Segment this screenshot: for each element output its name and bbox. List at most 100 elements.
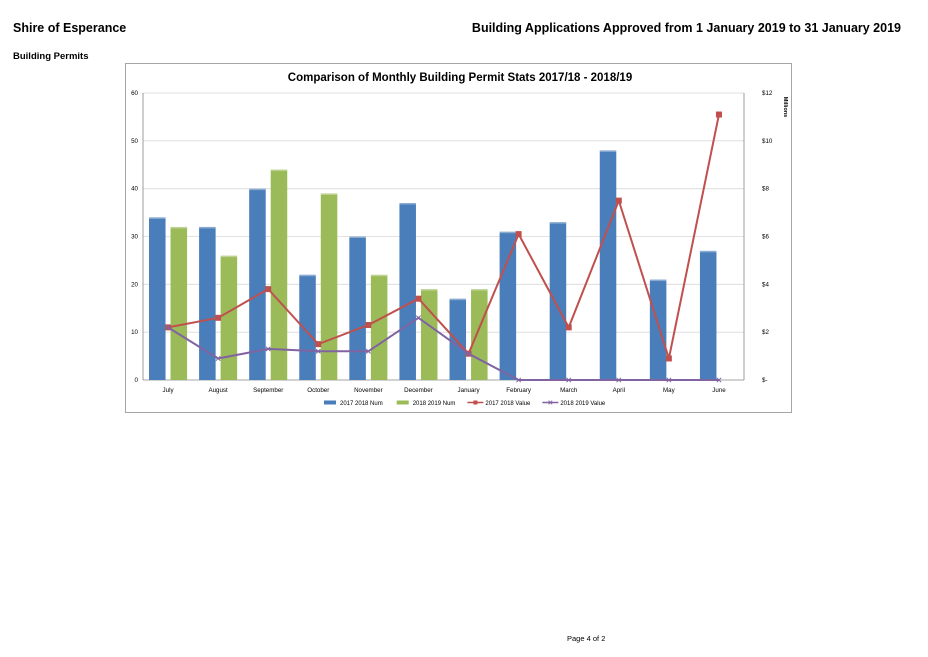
y-tick-label: 20 bbox=[131, 281, 138, 288]
building-permit-chart: Comparison of Monthly Building Permit St… bbox=[131, 72, 788, 407]
section-title: Building Permits bbox=[13, 51, 89, 62]
y-tick-label: 30 bbox=[131, 234, 138, 241]
bar bbox=[699, 250, 717, 380]
x-tick-label: October bbox=[307, 387, 329, 394]
bar bbox=[499, 231, 517, 380]
line-point bbox=[415, 315, 422, 321]
bar-highlight bbox=[699, 250, 717, 253]
legend-swatch bbox=[396, 400, 409, 405]
report-title: Building Applications Approved from 1 Ja… bbox=[471, 21, 901, 35]
bar-highlight bbox=[471, 289, 488, 291]
legend-label: 2018 2019 Num bbox=[413, 401, 456, 407]
line-point bbox=[666, 377, 672, 383]
bar-highlight bbox=[270, 169, 288, 172]
bar bbox=[649, 279, 667, 380]
bar-highlight bbox=[449, 298, 467, 301]
x-tick-label: March bbox=[560, 387, 578, 394]
line-point bbox=[265, 346, 271, 352]
y2-tick-label: $4 bbox=[762, 281, 769, 288]
bar-highlight bbox=[499, 231, 517, 234]
line-point bbox=[665, 355, 672, 362]
bar bbox=[549, 222, 567, 380]
line-point bbox=[715, 111, 722, 118]
chart-title: Comparison of Monthly Building Permit St… bbox=[288, 72, 632, 84]
organization-name: Shire of Esperance bbox=[13, 21, 127, 35]
x-tick-label: February bbox=[506, 387, 532, 394]
page-number: Page 4 of 2 bbox=[567, 634, 606, 643]
bar-highlight bbox=[199, 226, 216, 229]
bar bbox=[149, 217, 166, 380]
x-tick-label: April bbox=[613, 387, 625, 394]
line-point bbox=[265, 286, 272, 293]
y2-tick-label: $- bbox=[762, 377, 768, 384]
chart-container: Comparison of Monthly Building Permit St… bbox=[125, 63, 792, 413]
line-point bbox=[515, 231, 522, 238]
x-tick-label: January bbox=[458, 387, 481, 394]
line-point bbox=[165, 324, 171, 330]
x-tick-label: June bbox=[712, 387, 726, 394]
bar-highlight bbox=[220, 255, 238, 258]
legend-swatch bbox=[324, 400, 336, 405]
x-tick-label: November bbox=[354, 387, 383, 394]
y2-tick-label: $10 bbox=[762, 138, 773, 145]
line-point bbox=[215, 355, 221, 362]
x-tick-label: December bbox=[404, 387, 433, 394]
line-point bbox=[365, 348, 371, 354]
series-line bbox=[167, 316, 719, 381]
bar bbox=[420, 289, 438, 380]
x-tick-label: May bbox=[663, 387, 676, 394]
line-point bbox=[616, 377, 622, 383]
bar-highlight bbox=[249, 188, 266, 191]
bar bbox=[449, 298, 467, 380]
legend-label: 2017 2018 Value bbox=[485, 401, 531, 407]
legend-label: 2018 2019 Value bbox=[560, 401, 606, 407]
bar bbox=[349, 236, 366, 380]
line-point bbox=[615, 197, 622, 204]
bar bbox=[170, 226, 188, 380]
bar-highlight bbox=[649, 279, 667, 282]
bar bbox=[199, 226, 216, 380]
y2-tick-label: $12 bbox=[762, 90, 773, 97]
line-point bbox=[315, 348, 321, 354]
bar bbox=[299, 274, 316, 380]
bar bbox=[249, 188, 266, 380]
y2-unit-label: Millions bbox=[782, 97, 788, 117]
legend-marker bbox=[473, 400, 478, 405]
bar-highlight bbox=[599, 150, 617, 152]
bar bbox=[220, 255, 238, 380]
bar bbox=[370, 274, 388, 380]
bar-highlight bbox=[170, 226, 188, 229]
bar bbox=[471, 289, 488, 380]
line-point bbox=[365, 321, 372, 328]
y-tick-label: 40 bbox=[131, 186, 138, 193]
x-tick-label: July bbox=[163, 387, 175, 394]
y2-tick-label: $8 bbox=[762, 186, 769, 193]
bar bbox=[270, 169, 288, 380]
bar-highlight bbox=[549, 222, 567, 224]
bar bbox=[399, 203, 416, 380]
legend-marker bbox=[548, 400, 553, 405]
series-line bbox=[167, 114, 720, 360]
line-point bbox=[215, 314, 222, 321]
line-point bbox=[516, 377, 522, 383]
bar-highlight bbox=[149, 217, 166, 219]
bar-highlight bbox=[399, 203, 416, 205]
y2-tick-label: $2 bbox=[762, 329, 769, 336]
bar-highlight bbox=[299, 274, 316, 277]
line-point bbox=[465, 351, 472, 357]
legend-label: 2017 2018 Num bbox=[340, 401, 383, 407]
y-tick-label: 60 bbox=[131, 90, 138, 97]
bar-highlight bbox=[320, 193, 338, 195]
line-point bbox=[716, 377, 722, 383]
line-point bbox=[315, 341, 322, 348]
line-point bbox=[566, 377, 572, 383]
x-tick-label: September bbox=[253, 387, 283, 394]
y-tick-label: 50 bbox=[131, 138, 138, 145]
x-tick-label: August bbox=[208, 387, 228, 394]
y-tick-label: 10 bbox=[131, 329, 138, 336]
line-point bbox=[415, 295, 422, 302]
line-point bbox=[565, 324, 572, 331]
bar-highlight bbox=[420, 289, 438, 291]
bar bbox=[599, 150, 617, 380]
bar-highlight bbox=[370, 274, 388, 277]
